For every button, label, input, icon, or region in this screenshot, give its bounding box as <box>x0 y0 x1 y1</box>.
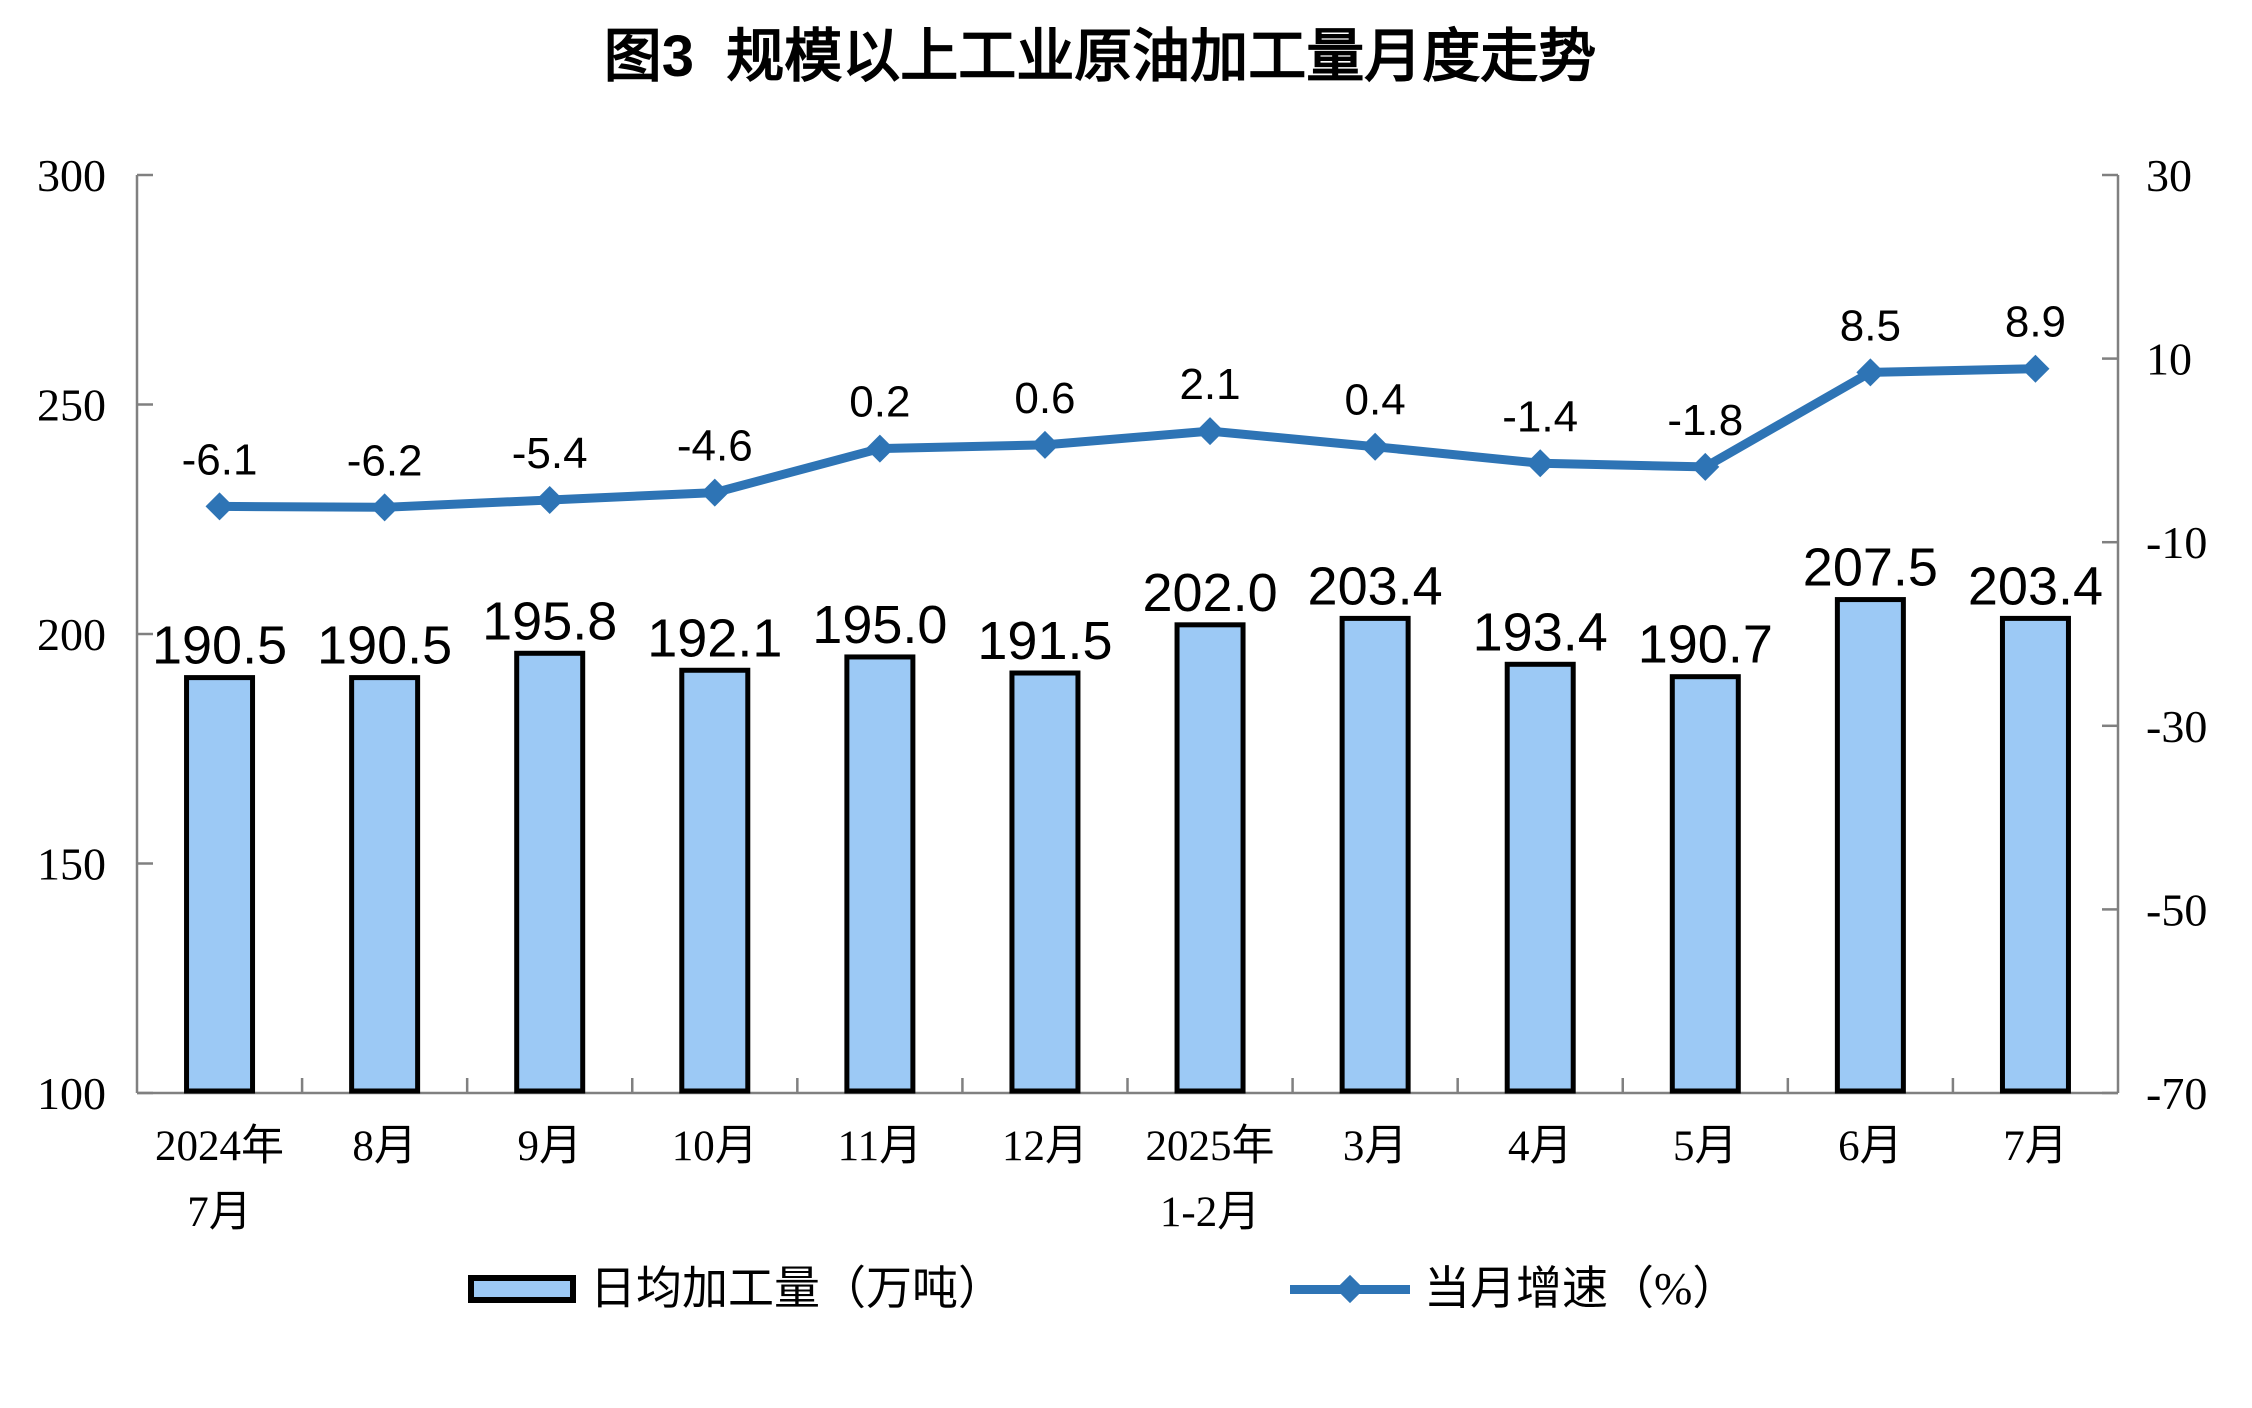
x-axis-category-label: 5月 <box>1673 1123 1738 1170</box>
line-value-label: 8.9 <box>2005 298 2066 347</box>
bar <box>184 675 256 1094</box>
line-value-label: -4.6 <box>677 422 753 471</box>
line-value-label: -5.4 <box>512 429 588 478</box>
x-axis-category-label: 4月 <box>1508 1123 1573 1170</box>
x-axis-category-label: 1-2月 <box>1160 1189 1260 1236</box>
bar-value-label: 203.4 <box>1308 556 1443 616</box>
line-swatch-icon <box>1290 1274 1410 1304</box>
right-axis-tick-label: -30 <box>2146 701 2207 752</box>
diamond-marker-icon <box>1335 1274 1365 1304</box>
line-value-label: -1.8 <box>1667 396 1743 445</box>
bar <box>844 654 916 1094</box>
x-axis-category-label: 9月 <box>517 1123 582 1170</box>
line-marker <box>370 493 399 522</box>
left-axis-tick-label: 100 <box>37 1068 106 1119</box>
bar-value-label: 202.0 <box>1142 563 1277 623</box>
x-axis-category-label: 12月 <box>1002 1123 1088 1170</box>
bar <box>349 675 421 1094</box>
line-value-label: -6.1 <box>182 435 258 484</box>
x-axis-category-label: 8月 <box>352 1123 417 1170</box>
bar-value-label: 207.5 <box>1803 538 1938 598</box>
legend-item-bar: 日均加工量（万吨） <box>468 1266 1004 1312</box>
chart-title: 图3 规模以上工业原油加工量月度走势 <box>603 24 1597 89</box>
x-axis-category-label: 11月 <box>838 1123 922 1170</box>
x-axis-category-label: 10月 <box>672 1123 758 1170</box>
line-marker <box>535 485 564 514</box>
right-axis-tick-label: -70 <box>2146 1068 2207 1119</box>
x-axis-category-label: 7月 <box>2003 1123 2068 1170</box>
bar <box>1669 674 1741 1094</box>
line-marker <box>700 478 729 507</box>
x-axis-category-label: 2024年 <box>155 1123 284 1170</box>
line-marker <box>1691 452 1720 481</box>
bar-value-label: 203.4 <box>1968 556 2103 616</box>
bar <box>1504 661 1576 1094</box>
line-value-label: -1.4 <box>1502 392 1578 441</box>
legend-line-label: 当月增速（%） <box>1424 1263 1739 1314</box>
bar <box>679 667 751 1094</box>
bar <box>1834 597 1906 1094</box>
line-marker <box>2021 354 2050 383</box>
right-axis-tick-label: -50 <box>2146 884 2207 935</box>
line-value-label: 0.6 <box>1014 374 1075 423</box>
bar-value-label: 192.1 <box>647 608 782 668</box>
x-axis-category-label: 3月 <box>1343 1123 1408 1170</box>
bar <box>1999 615 2071 1094</box>
line-value-label: 2.1 <box>1179 360 1240 409</box>
bar-value-label: 195.0 <box>812 595 947 655</box>
bar <box>514 650 586 1094</box>
x-axis-category-label: 7月 <box>187 1189 252 1236</box>
line-value-label: 8.5 <box>1840 301 1901 350</box>
bar <box>1009 670 1081 1094</box>
line-marker <box>1856 358 1885 387</box>
left-axis-tick-label: 250 <box>37 380 106 431</box>
left-axis-tick-label: 150 <box>37 839 106 890</box>
bar <box>1174 622 1246 1094</box>
line-marker <box>1196 417 1225 446</box>
line-marker <box>205 492 234 521</box>
bar-value-label: 191.5 <box>977 611 1112 671</box>
line-value-label: 0.4 <box>1345 376 1406 425</box>
bar-value-label: 190.5 <box>152 616 287 676</box>
bar-value-label: 195.8 <box>482 591 617 651</box>
x-axis-category-label: 2025年 <box>1146 1123 1275 1170</box>
line-marker <box>1030 430 1059 459</box>
line-marker <box>1361 432 1390 461</box>
left-axis-tick-label: 300 <box>37 150 106 201</box>
right-axis-tick-label: 30 <box>2146 150 2192 201</box>
x-axis-category-label: 6月 <box>1838 1123 1903 1170</box>
right-axis-tick-label: 10 <box>2146 334 2192 385</box>
legend-item-line: 当月增速（%） <box>1290 1266 1738 1312</box>
left-axis-tick-label: 200 <box>37 609 106 660</box>
bar-value-label: 190.5 <box>317 616 452 676</box>
line-marker <box>1526 449 1555 478</box>
bar <box>1339 615 1411 1094</box>
bar-swatch-icon <box>468 1275 576 1303</box>
line-value-label: -6.2 <box>347 436 423 485</box>
legend-bar-label: 日均加工量（万吨） <box>590 1263 1004 1314</box>
line-marker <box>865 434 894 463</box>
bar-value-label: 193.4 <box>1473 602 1608 662</box>
right-axis-tick-label: -10 <box>2146 517 2207 568</box>
line-value-label: 0.2 <box>849 378 910 427</box>
bar-value-label: 190.7 <box>1638 615 1773 675</box>
growth-line <box>215 364 2040 512</box>
